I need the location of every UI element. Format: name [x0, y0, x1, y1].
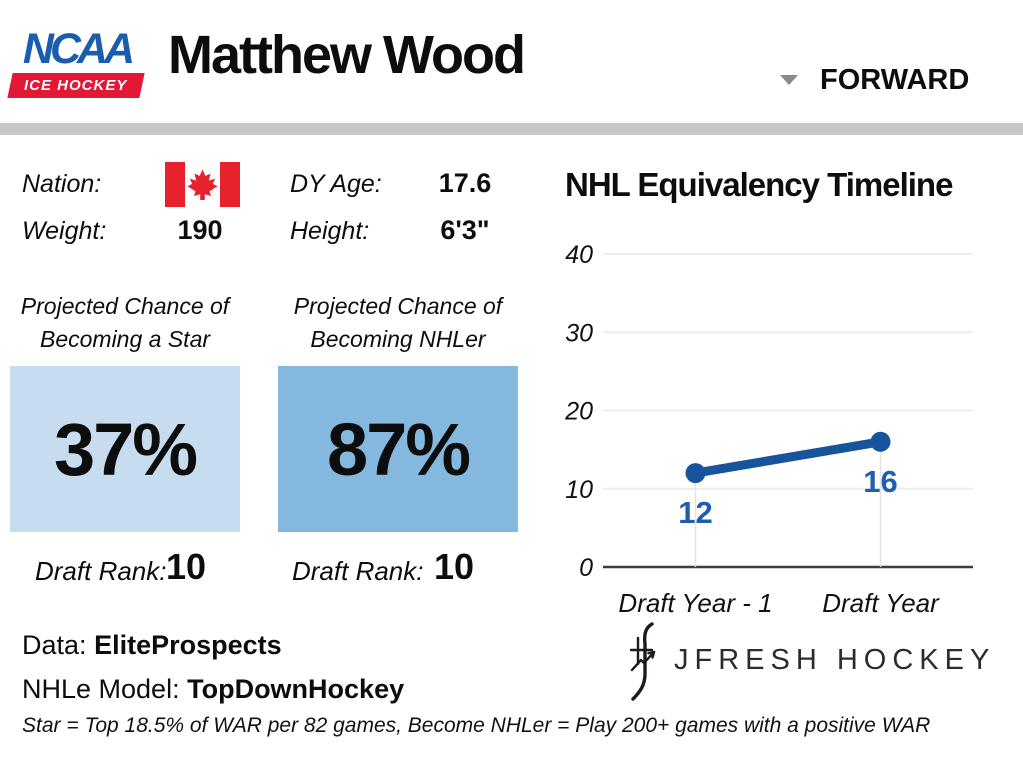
data-source-value: EliteProspects: [94, 630, 282, 660]
model-source-line: NHLe Model: TopDownHockey: [22, 674, 404, 705]
chart-title: NHL Equivalency Timeline: [565, 166, 953, 203]
model-source-value: TopDownHockey: [187, 674, 405, 704]
nhler-draft-rank-label: Draft Rank:: [292, 556, 424, 586]
svg-text:Draft Year: Draft Year: [822, 588, 940, 618]
nhler-projection-label: Projected Chance of Becoming NHLer: [293, 293, 503, 353]
ncaa-logo-banner-text: ICE HOCKEY: [24, 77, 128, 94]
star-projection-value: 37%: [53, 407, 198, 491]
jfresh-hockey-wordmark: JFRESH HOCKEY: [674, 644, 996, 676]
data-source-line: Data: EliteProspects: [22, 630, 282, 661]
dy-age-label: DY Age:: [290, 170, 382, 198]
header-divider: [0, 123, 1023, 135]
svg-text:40: 40: [565, 241, 593, 269]
nhler-projection-box: 87%: [278, 366, 518, 532]
footnote: Star = Top 18.5% of WAR per 82 games, Be…: [22, 714, 931, 737]
nhle-timeline-chart: 0 10 20 30 40 12 16 Draft Year - 1 Draft Year: [565, 241, 973, 618]
ncaa-logo-text: NCAA: [22, 25, 135, 73]
svg-text:Draft Year - 1: Draft Year - 1: [618, 588, 772, 618]
nhler-draft-rank-value: 10: [434, 546, 475, 587]
dy-age-value: 17.6: [438, 168, 492, 198]
position-dropdown[interactable]: FORWARD: [780, 58, 980, 102]
svg-text:12: 12: [678, 495, 712, 530]
page-title-player-name: Matthew Wood: [168, 25, 526, 85]
weight-value: 190: [177, 215, 223, 245]
svg-text:30: 30: [565, 319, 593, 347]
ncaa-ice-hockey-logo: NCAA ICE HOCKEY: [7, 25, 145, 108]
svg-text:0: 0: [579, 554, 593, 582]
star-draft-rank-value: 10: [166, 546, 207, 587]
model-source-label: NHLe Model:: [22, 674, 180, 704]
star-projection-label: Projected Chance of Becoming a Star: [20, 293, 230, 353]
ncaa-logo-banner: ICE HOCKEY: [7, 73, 145, 98]
star-projection-box: 37%: [10, 366, 240, 532]
height-label: Height:: [290, 217, 370, 245]
star-draft-rank-label: Draft Rank:: [35, 556, 167, 586]
jfresh-logo-mark: [629, 622, 656, 701]
position-label[interactable]: FORWARD: [820, 63, 970, 96]
nation-label: Nation:: [22, 170, 102, 198]
data-source-label: Data:: [22, 630, 87, 660]
svg-text:20: 20: [565, 398, 593, 426]
svg-text:10: 10: [565, 476, 593, 504]
chevron-down-icon[interactable]: [780, 75, 798, 85]
weight-label: Weight:: [22, 217, 107, 245]
canada-flag-icon: [165, 162, 240, 207]
height-value: 6'3": [440, 215, 490, 245]
svg-text:16: 16: [863, 464, 897, 499]
nhler-projection-value: 87%: [326, 407, 471, 491]
